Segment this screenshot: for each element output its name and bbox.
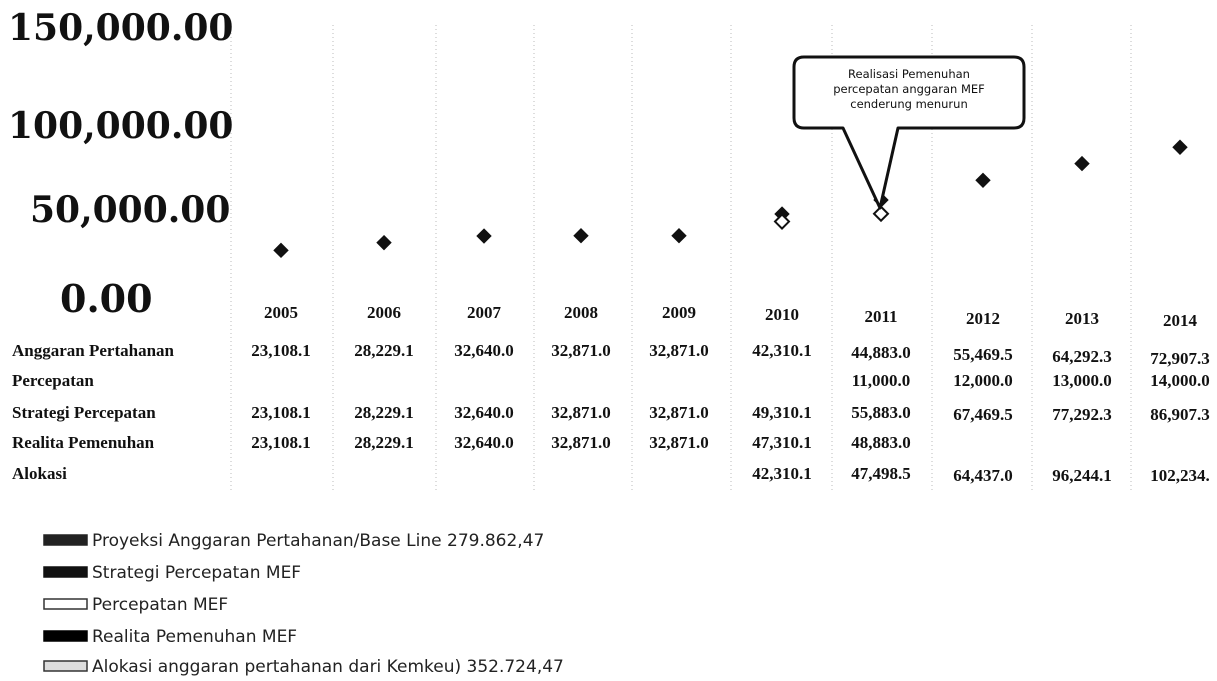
data-point [476,228,492,244]
table-cell: 96,244.1 [1052,466,1112,485]
table-cell: 77,292.3 [1052,405,1112,424]
legend-swatch [43,660,88,672]
data-point [872,205,890,223]
y-tick-label: 100,000.00 [8,105,233,147]
table-cell: 32,640.0 [454,403,514,422]
table-cell: 32,640.0 [454,341,514,360]
data-table: Anggaran Pertahanan 23,108.1 28,229.1 32,64… [12,341,1210,485]
x-tick-label: 2009 [662,303,696,322]
callout-text-line: percepatan anggaran MEF [833,82,985,96]
x-tick-label: 2012 [966,309,1000,328]
callout-text-line: cenderung menurun [850,97,967,111]
y-tick-label: 0.00 [60,276,153,321]
x-tick-label: 2014 [1163,311,1198,330]
data-point [273,242,289,259]
data-point [975,172,991,189]
data-point [1172,139,1188,155]
x-tick-label: 2013 [1065,309,1099,328]
table-cell: 72,907.3 [1150,349,1210,368]
table-cell: 32,871.0 [649,403,709,422]
table-cell: 32,871.0 [649,433,709,452]
legend-swatch [43,598,88,610]
table-cell: 42,310.1 [752,341,812,360]
x-tick-label: 2005 [264,303,298,322]
data-point [671,227,687,244]
table-cell: 14,000.0 [1150,371,1210,390]
legend-swatch [43,534,88,546]
table-cell: 32,871.0 [551,341,611,360]
table-cell: 64,292.3 [1052,347,1112,366]
table-row-label: Alokasi [12,464,67,483]
legend: Proyeksi Anggaran Pertahanan/Base Line 2… [43,531,564,677]
x-tick-label: 2008 [564,303,598,322]
table-cell: 48,883.0 [851,433,911,452]
table-cell: 102,234. [1150,466,1210,485]
table-cell: 32,640.0 [454,433,514,452]
legend-swatch [43,566,88,578]
data-point [773,213,791,230]
legend-entry: Strategi Percepatan MEF [92,563,301,583]
table-cell: 28,229.1 [354,341,414,360]
table-row-label: Percepatan [12,371,94,390]
table-cell: 32,871.0 [551,433,611,452]
table-cell: 13,000.0 [1052,371,1112,390]
table-cell: 55,883.0 [851,403,911,422]
data-point [1074,155,1090,172]
table-cell: 55,469.5 [953,345,1013,364]
table-cell: 32,871.0 [649,341,709,360]
legend-entry: Realita Pemenuhan MEF [92,627,297,647]
callout-text-line: Realisasi Pemenuhan [848,67,970,81]
table-row-label: Anggaran Pertahanan [12,341,175,360]
legend-entry: Alokasi anggaran pertahanan dari Kemkeu)… [92,657,564,677]
x-tick-labels: 2005 2006 2007 2008 2009 2010 2011 2012 2013 2014 [264,303,1198,330]
table-cell: 12,000.0 [953,371,1013,390]
table-cell: 32,871.0 [551,403,611,422]
data-point [376,234,392,251]
table-cell: 49,310.1 [752,403,812,422]
gridlines [230,25,1132,490]
legend-entry: Proyeksi Anggaran Pertahanan/Base Line 2… [92,531,544,551]
x-tick-label: 2006 [367,303,401,322]
table-cell: 28,229.1 [354,433,414,452]
legend-entry: Percepatan MEF [92,595,228,615]
table-cell: 28,229.1 [354,403,414,422]
table-cell: 86,907.3 [1150,405,1210,424]
y-tick-label: 50,000.00 [30,189,230,231]
table-cell: 23,108.1 [251,403,311,422]
table-row-label: Realita Pemenuhan [12,433,155,452]
table-cell: 23,108.1 [251,433,311,452]
x-tick-label: 2007 [467,303,502,322]
table-cell: 47,498.5 [851,464,911,483]
table-row-label: Strategi Percepatan [12,403,156,422]
table-cell: 42,310.1 [752,464,812,483]
y-tick-label: 150,000.00 [8,7,233,49]
data-point [573,227,589,244]
x-tick-label: 2010 [765,305,799,324]
table-cell: 67,469.5 [953,405,1013,424]
legend-swatch [43,630,88,642]
table-cell: 47,310.1 [752,433,812,452]
table-cell: 44,883.0 [851,343,911,362]
x-tick-label: 2011 [864,307,897,326]
callout-bubble [792,55,1026,210]
y-tick-labels: 150,000.00 100,000.00 50,000.00 0.00 [8,7,233,321]
table-cell: 23,108.1 [251,341,311,360]
table-cell: 11,000.0 [852,371,911,390]
table-cell: 64,437.0 [953,466,1013,485]
